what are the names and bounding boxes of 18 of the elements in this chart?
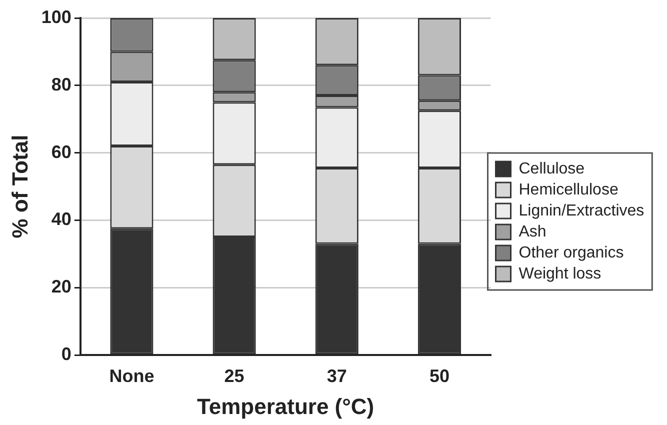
x-tick-label: None xyxy=(109,366,154,386)
legend-label: Ash xyxy=(518,223,546,240)
x-axis-title: Temperature (°C) xyxy=(197,394,374,419)
y-tick-label: 20 xyxy=(51,276,72,297)
x-tick-label: 37 xyxy=(326,366,347,386)
x-tick-label: 25 xyxy=(224,366,244,386)
y-tick-label: 0 xyxy=(61,344,72,364)
y-tick-label: 40 xyxy=(51,209,72,230)
y-tick-label: 100 xyxy=(41,6,72,27)
y-axis-title: % of Total xyxy=(7,134,32,238)
legend-label: Other organics xyxy=(518,244,624,262)
y-tick-label: 60 xyxy=(51,142,72,162)
legend-label: Weight loss xyxy=(518,265,602,282)
legend-label: Lignin/Extractives xyxy=(518,202,644,220)
y-tick-label: 80 xyxy=(51,74,72,94)
x-tick-label: 50 xyxy=(429,366,450,386)
legend-label: Hemicellulose xyxy=(518,181,618,198)
legend-label: Cellulose xyxy=(518,160,585,178)
